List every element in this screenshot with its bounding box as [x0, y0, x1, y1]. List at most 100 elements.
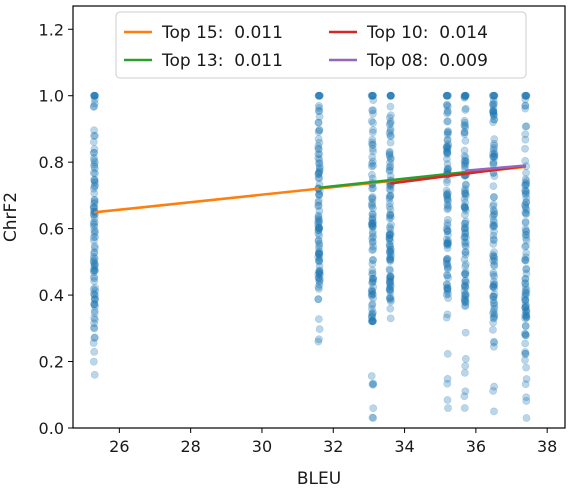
scatter-point — [385, 233, 394, 242]
scatter-point — [521, 201, 530, 210]
scatter-point — [460, 203, 469, 211]
scatter-point — [314, 337, 323, 346]
scatter-point — [522, 253, 530, 262]
scatter-point — [90, 259, 98, 268]
scatter-point — [90, 158, 99, 167]
scatter-point — [460, 202, 469, 211]
scatter-point — [91, 266, 100, 275]
scatter-point — [315, 325, 324, 334]
scatter-point — [90, 290, 99, 299]
scatter-point — [314, 91, 323, 100]
scatter-point — [90, 131, 98, 140]
scatter-point — [442, 142, 451, 151]
scatter-point — [386, 230, 395, 239]
scatter-point — [490, 257, 499, 266]
scatter-point — [490, 284, 499, 293]
scatter-point — [490, 99, 499, 108]
scatter-point — [315, 164, 324, 173]
x-tick-label: 28 — [180, 437, 200, 456]
scatter-point — [368, 413, 377, 422]
scatter-point — [386, 205, 395, 214]
scatter-point — [460, 187, 469, 195]
scatter-point — [461, 242, 470, 251]
scatter-point — [443, 91, 452, 100]
scatter-point — [368, 144, 377, 153]
legend-entry: Top 10: 0.014 — [366, 23, 488, 43]
scatter-point — [386, 294, 394, 303]
scatter-point — [369, 222, 377, 231]
scatter-point — [489, 193, 498, 202]
scatter-point — [489, 146, 498, 154]
scatter-point — [314, 135, 323, 143]
scatter-point — [521, 130, 530, 139]
scatter-point — [460, 210, 469, 219]
scatter-point — [521, 296, 530, 305]
scatter-point — [522, 198, 531, 206]
scatter-point — [461, 157, 470, 166]
scatter-point — [461, 301, 470, 310]
scatter-point — [489, 111, 498, 120]
scatter-point — [315, 250, 324, 259]
scatter-point — [521, 279, 530, 288]
scatter-point — [314, 142, 323, 150]
scatter-point — [314, 237, 323, 246]
scatter-point — [386, 210, 395, 218]
scatter-point — [385, 234, 394, 243]
scatter-point — [315, 190, 323, 199]
scatter-point — [90, 306, 99, 315]
scatter-point — [460, 93, 469, 102]
scatter-point — [522, 91, 531, 100]
scatter-point — [442, 271, 451, 279]
scatter-point — [315, 262, 324, 271]
scatter-point — [386, 138, 395, 147]
scatter-point — [314, 118, 323, 127]
scatter-point — [521, 303, 530, 312]
scatter-point — [314, 226, 323, 235]
scatter-point — [386, 266, 394, 275]
scatter-point — [369, 274, 378, 283]
scatter-point — [461, 91, 470, 100]
scatter-point — [90, 268, 98, 276]
scatter-point — [490, 314, 498, 322]
scatter-point — [443, 349, 452, 358]
scatter-point — [386, 125, 395, 134]
scatter-point — [490, 337, 498, 346]
scatter-point — [460, 286, 469, 295]
scatter-point — [367, 162, 376, 171]
scatter-point — [385, 193, 394, 201]
scatter-point — [368, 91, 377, 100]
scatter-point — [315, 112, 324, 121]
scatter-point — [443, 195, 452, 204]
scatter-point — [90, 91, 99, 100]
scatter-point — [490, 299, 498, 308]
scatter-point — [443, 149, 452, 158]
scatter-point — [385, 166, 394, 174]
scatter-point — [443, 91, 452, 100]
scatter-point — [386, 257, 395, 265]
scatter-point — [522, 241, 530, 250]
scatter-point — [90, 148, 98, 157]
scatter-point — [461, 250, 470, 259]
scatter-point — [521, 339, 530, 348]
scatter-point — [460, 157, 469, 165]
scatter-point — [368, 289, 377, 298]
scatter-point — [490, 382, 499, 391]
scatter-point — [368, 277, 377, 286]
scatter-point — [442, 280, 451, 289]
scatter-point — [314, 154, 323, 163]
scatter-point — [315, 167, 324, 176]
scatter-point — [460, 128, 469, 137]
scatter-point — [461, 298, 470, 307]
scatter-point — [90, 313, 99, 322]
scatter-points — [89, 91, 531, 422]
scatter-point — [490, 135, 499, 144]
fit-line — [465, 164, 526, 173]
scatter-point — [489, 240, 498, 248]
scatter-point — [490, 150, 499, 159]
scatter-point — [490, 261, 499, 270]
scatter-point — [369, 277, 377, 286]
scatter-point — [522, 168, 530, 177]
scatter-point — [521, 303, 530, 312]
scatter-point — [442, 147, 451, 156]
scatter-point — [314, 249, 323, 257]
